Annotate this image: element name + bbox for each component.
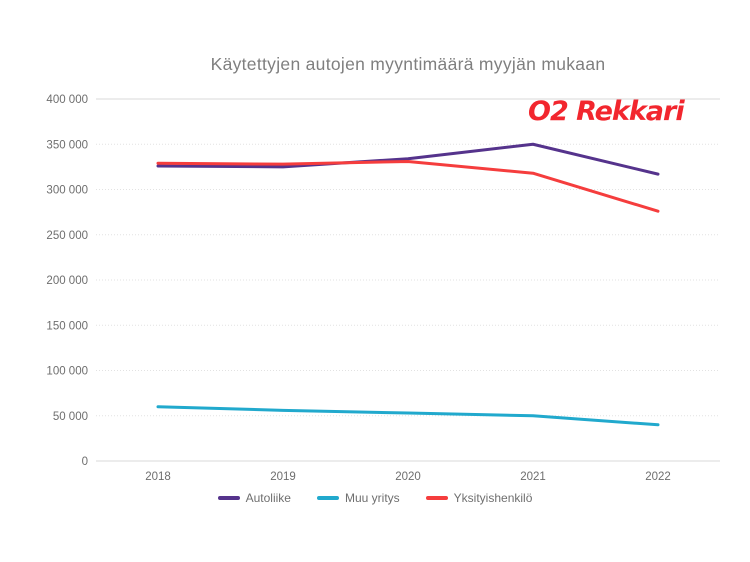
legend-swatch-yksityishenkilo: [425, 496, 448, 500]
legend-item-yksityishenkilo: Yksityishenkilö: [425, 491, 533, 505]
y-axis-tick-label: 50 000: [53, 411, 88, 423]
series-line-muu-yritys: [156, 405, 660, 427]
x-axis-tick-label: 2019: [270, 471, 296, 483]
y-axis-tick-label: 300 000: [46, 185, 88, 197]
legend-item-muu-yritys: Muu yritys: [316, 491, 400, 505]
x-axis-tick-label: 2021: [520, 471, 546, 483]
legend-swatch-autoliike: [217, 496, 240, 500]
y-axis-tick-label: 0: [82, 456, 88, 468]
legend-label-muu-yritys: Muu yritys: [344, 491, 400, 505]
x-axis-tick-label: 2018: [145, 471, 171, 483]
y-axis-tick-label: 200 000: [46, 275, 88, 287]
y-axis-tick-label: 350 000: [46, 139, 88, 151]
x-axis-tick-label: 2020: [395, 471, 421, 483]
legend-swatch-muu-yritys: [316, 496, 339, 500]
series-line-yksityishenkilö: [156, 159, 660, 213]
legend-label-yksityishenkilo: Yksityishenkilö: [453, 491, 533, 505]
x-axis-tick-label: 2022: [645, 471, 671, 483]
legend-item-autoliike: Autoliike: [217, 491, 291, 505]
chart-legend: Autoliike Muu yritys Yksityishenkilö: [0, 491, 750, 505]
y-axis-tick-label: 150 000: [46, 320, 88, 332]
legend-label-autoliike: Autoliike: [245, 491, 291, 505]
rekkari-logo: O2 Rekkari: [528, 96, 685, 127]
series-line-autoliike: [156, 142, 660, 176]
y-axis-tick-label: 100 000: [46, 366, 88, 378]
y-axis-tick-label: 250 000: [46, 230, 88, 242]
chart-title: Käytettyjen autojen myyntimäärä myyjän m…: [210, 54, 606, 74]
y-axis-tick-label: 400 000: [46, 94, 88, 106]
